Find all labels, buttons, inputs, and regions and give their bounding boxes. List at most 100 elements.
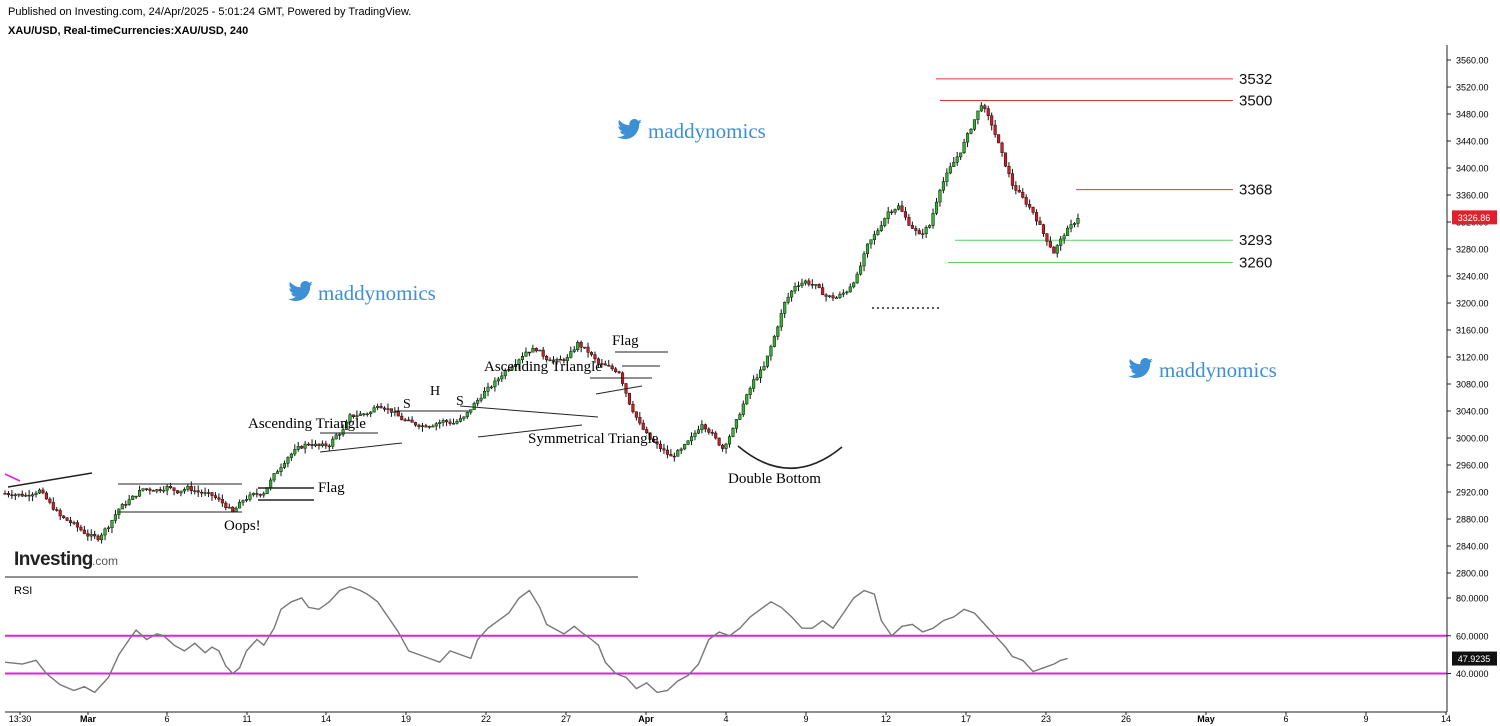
candle — [710, 429, 714, 436]
candle — [562, 357, 566, 364]
level-label-3260: 3260 — [1239, 255, 1272, 272]
candle — [838, 291, 842, 299]
candle — [934, 198, 939, 216]
candle — [520, 352, 525, 364]
candle — [407, 416, 411, 422]
candle — [196, 485, 200, 497]
candle — [886, 206, 890, 224]
watermark-2: maddynomics — [288, 280, 436, 305]
candle — [210, 492, 214, 501]
candle — [945, 168, 949, 187]
candle — [645, 426, 649, 435]
candle — [472, 401, 476, 410]
symbol-caption: XAU/USD, Real-timeCurrencies:XAU/USD, 24… — [8, 25, 249, 37]
candle — [486, 382, 490, 397]
rsi-tick-label: 40.0000 — [1456, 669, 1489, 679]
candle — [462, 416, 466, 421]
candle — [527, 351, 531, 357]
candle — [821, 283, 825, 296]
candle — [217, 493, 221, 503]
candle — [755, 373, 759, 382]
candle — [893, 208, 897, 215]
candle — [341, 424, 345, 437]
candle — [558, 355, 563, 361]
candle — [55, 506, 59, 512]
candle — [948, 162, 952, 175]
candle — [627, 392, 632, 406]
candle — [955, 151, 959, 166]
time-tick-label: 9 — [1363, 714, 1368, 724]
candle — [603, 360, 607, 366]
candle — [652, 435, 656, 443]
candle — [848, 283, 852, 293]
candle — [897, 203, 901, 211]
candle — [931, 208, 935, 229]
time-tick-label: 6 — [1283, 714, 1288, 724]
annotation-symmetrical-triangle: Symmetrical Triangle — [528, 431, 659, 447]
candle — [420, 422, 424, 432]
time-tick-label: 19 — [401, 714, 411, 724]
time-tick-label: 4 — [723, 714, 728, 724]
candle — [34, 490, 38, 498]
price-tick-label: 3440.00 — [1456, 137, 1489, 147]
candle — [596, 357, 600, 368]
candle — [203, 487, 207, 497]
price-tick-label: 3520.00 — [1456, 83, 1489, 93]
candle — [1035, 209, 1039, 226]
time-tick-label: 14 — [321, 714, 331, 724]
candle — [776, 325, 780, 340]
candle — [676, 449, 680, 457]
candle — [900, 200, 904, 213]
candle — [72, 520, 76, 526]
candle — [869, 239, 873, 249]
candle — [1024, 194, 1028, 208]
candle — [972, 119, 977, 132]
candle — [614, 366, 618, 374]
candle — [1076, 213, 1080, 228]
candle — [796, 281, 801, 292]
candle — [548, 357, 552, 362]
candle — [624, 382, 628, 397]
candle — [762, 361, 766, 371]
candle — [621, 371, 625, 387]
candle — [1066, 225, 1070, 237]
candle — [952, 157, 956, 168]
candle — [586, 342, 590, 358]
candle — [717, 437, 721, 447]
candle — [289, 452, 293, 461]
candle — [862, 251, 866, 272]
candle — [872, 230, 876, 245]
candle — [859, 262, 863, 276]
candle — [510, 363, 514, 371]
candle — [414, 421, 418, 427]
candle — [372, 404, 376, 413]
candle — [451, 418, 456, 425]
candle — [403, 417, 407, 422]
candle — [1031, 206, 1035, 215]
level-lines: 3532 3500 3368 3293 3260 — [936, 71, 1272, 272]
candle — [117, 508, 121, 519]
rsi-line — [4, 585, 1068, 694]
candle — [345, 419, 349, 431]
candle — [307, 442, 311, 447]
candle — [1038, 216, 1042, 225]
candle — [193, 485, 197, 495]
candle — [234, 506, 238, 512]
candle — [100, 532, 104, 544]
candle — [103, 527, 107, 541]
candle — [476, 397, 480, 407]
candle — [379, 402, 383, 409]
candle — [672, 452, 676, 462]
annotation-shoulder-left: S — [403, 397, 411, 412]
time-tick-label: 27 — [561, 714, 571, 724]
candle — [707, 427, 711, 435]
candle — [37, 488, 42, 495]
candle — [138, 485, 142, 497]
candle — [1062, 233, 1066, 244]
time-tick-label: 22 — [481, 714, 491, 724]
candle — [286, 456, 290, 468]
candle — [348, 412, 352, 424]
twitter-icon — [1128, 357, 1153, 379]
candle — [179, 490, 183, 497]
